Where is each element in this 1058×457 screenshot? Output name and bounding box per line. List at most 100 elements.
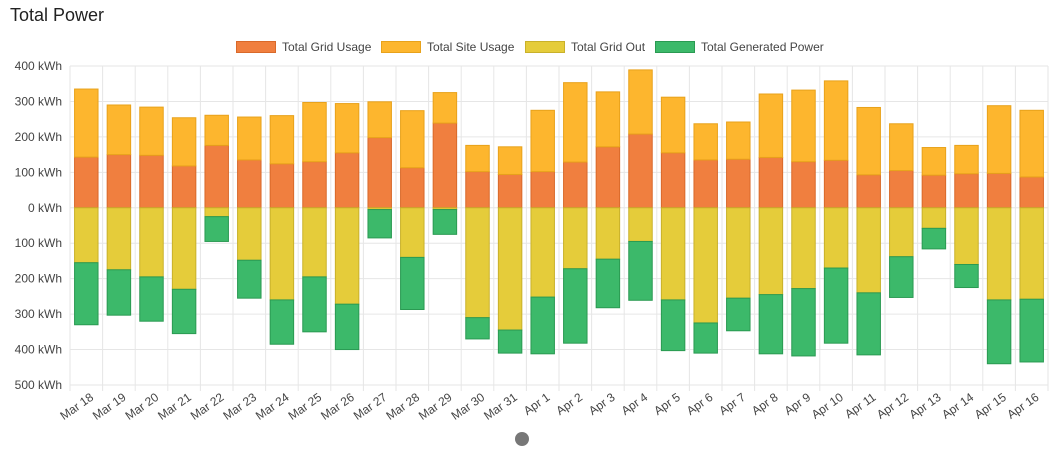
x-tick-label: Apr 2 xyxy=(553,390,585,418)
bar-total-generated-power xyxy=(791,288,816,357)
bar-total-site-usage xyxy=(628,69,653,135)
bar-total-site-usage xyxy=(986,105,1012,174)
bar-total-generated-power xyxy=(171,288,197,335)
bar-total-site-usage xyxy=(758,93,784,158)
bar-total-generated-power xyxy=(302,276,327,333)
bar-total-grid-usage xyxy=(889,170,914,209)
bar-total-grid-out xyxy=(758,207,784,296)
bar-total-site-usage xyxy=(791,89,816,163)
bar-total-grid-usage xyxy=(628,133,653,209)
bar-total-site-usage xyxy=(1019,109,1044,178)
bar-total-site-usage xyxy=(74,88,99,158)
legend-item-total-grid-out[interactable]: Total Grid Out xyxy=(525,40,645,54)
bar-total-grid-out xyxy=(563,207,588,270)
legend-item-total-generated-power[interactable]: Total Generated Power xyxy=(655,40,824,54)
bar-total-generated-power xyxy=(334,303,360,351)
bar-total-grid-usage xyxy=(693,159,718,209)
bar-total-grid-usage xyxy=(334,152,360,209)
bar-total-grid-out xyxy=(693,207,718,324)
bar-total-grid-out xyxy=(823,207,849,269)
bar-total-grid-out xyxy=(726,207,751,299)
bar-total-site-usage xyxy=(106,104,132,156)
bar-total-grid-out xyxy=(986,207,1012,301)
scroll-handle[interactable] xyxy=(515,432,529,446)
bar-total-grid-out xyxy=(106,207,132,271)
bar-total-grid-out xyxy=(237,207,262,261)
bar-total-generated-power xyxy=(432,209,458,235)
legend-item-total-site-usage[interactable]: Total Site Usage xyxy=(381,40,514,54)
bar-total-grid-usage xyxy=(791,161,816,209)
bar-total-generated-power xyxy=(628,240,653,301)
bar-total-site-usage xyxy=(400,110,425,169)
y-tick-label: 200 kWh xyxy=(15,130,62,144)
x-tick-label: Apr 3 xyxy=(586,390,618,418)
bar-total-generated-power xyxy=(269,299,295,345)
bar-total-generated-power xyxy=(921,227,947,250)
chart-legend: Total Grid Usage Total Site Usage Total … xyxy=(0,40,1058,58)
bar-total-grid-usage xyxy=(171,165,197,209)
legend-swatch xyxy=(655,41,695,53)
bar-total-grid-usage xyxy=(432,122,458,209)
y-tick-label: 100 kWh xyxy=(15,165,62,179)
x-tick-label: Mar 29 xyxy=(416,390,455,423)
bar-total-generated-power xyxy=(139,276,164,322)
bar-total-grid-out xyxy=(302,207,327,278)
legend-swatch xyxy=(381,41,421,53)
bar-total-grid-out xyxy=(204,207,229,218)
bar-total-grid-out xyxy=(595,207,621,260)
x-tick-label: Apr 4 xyxy=(619,390,651,418)
legend-item-total-grid-usage[interactable]: Total Grid Usage xyxy=(236,40,371,54)
bar-total-grid-usage xyxy=(823,159,849,209)
bar-total-grid-usage xyxy=(954,173,979,209)
bar-total-grid-out xyxy=(660,207,686,301)
x-tick-label: Mar 21 xyxy=(155,390,194,423)
bar-total-grid-out xyxy=(497,207,523,331)
legend-label: Total Site Usage xyxy=(427,40,515,54)
x-tick-label: Apr 16 xyxy=(1004,390,1041,422)
bar-total-grid-out xyxy=(530,207,555,298)
bar-total-grid-usage xyxy=(139,154,164,209)
bar-total-grid-usage xyxy=(465,171,490,209)
bar-total-grid-usage xyxy=(302,161,327,209)
y-tick-label: 0 kWh xyxy=(28,201,62,215)
y-tick-label: 500 kWh xyxy=(15,378,62,392)
legend-label: Total Generated Power xyxy=(701,40,824,54)
bar-total-grid-usage xyxy=(758,156,784,209)
x-tick-label: Apr 6 xyxy=(684,390,716,418)
x-tick-label: Mar 27 xyxy=(351,390,390,423)
bar-total-grid-out xyxy=(269,207,295,301)
bar-total-site-usage xyxy=(889,123,914,172)
legend-swatch xyxy=(525,41,565,53)
page-title: Total Power xyxy=(10,5,105,25)
bar-total-site-usage xyxy=(693,123,718,161)
bar-total-site-usage xyxy=(530,109,555,173)
bar-total-grid-out xyxy=(1019,207,1044,300)
bar-total-site-usage xyxy=(497,146,523,175)
bar-total-grid-usage xyxy=(497,173,523,209)
bar-total-generated-power xyxy=(563,268,588,344)
x-tick-label: Apr 11 xyxy=(842,390,879,421)
bar-total-grid-usage xyxy=(986,172,1012,209)
x-tick-label: Mar 28 xyxy=(383,390,422,423)
bar-total-generated-power xyxy=(1019,298,1044,363)
bar-total-site-usage xyxy=(954,144,979,175)
bar-total-site-usage xyxy=(595,91,621,148)
x-tick-label: Apr 10 xyxy=(809,390,846,422)
bar-total-generated-power xyxy=(74,262,99,326)
bar-total-generated-power xyxy=(400,256,425,311)
bar-total-grid-out xyxy=(171,207,197,290)
bar-total-grid-usage xyxy=(660,152,686,209)
x-tick-label: Mar 22 xyxy=(188,390,227,423)
bar-total-generated-power xyxy=(106,269,132,316)
y-tick-label: 100 kWh xyxy=(15,236,62,250)
bar-total-site-usage xyxy=(302,102,327,163)
x-tick-label: Apr 5 xyxy=(651,390,683,418)
bar-total-grid-usage xyxy=(74,156,99,209)
bar-total-generated-power xyxy=(693,322,718,354)
x-tick-label: Mar 24 xyxy=(253,390,292,423)
bar-total-grid-usage xyxy=(367,137,392,209)
bar-total-grid-usage xyxy=(856,174,881,209)
bar-total-grid-out xyxy=(921,207,947,229)
y-tick-label: 400 kWh xyxy=(15,59,62,73)
x-tick-label: Mar 30 xyxy=(449,390,488,423)
